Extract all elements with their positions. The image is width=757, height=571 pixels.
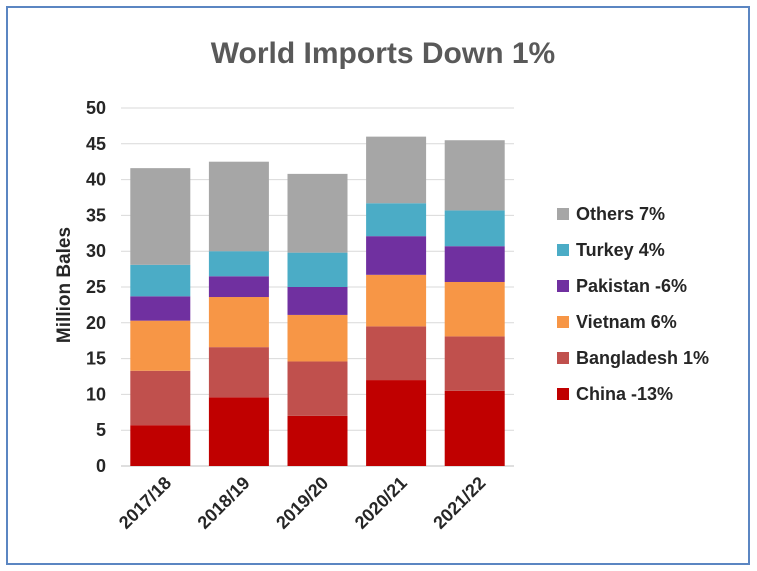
bar-segment: [366, 236, 427, 275]
bar-segment: [208, 251, 269, 277]
bar-segment: [366, 380, 427, 466]
y-tick-label: 0: [96, 456, 106, 476]
legend-label: China -13%: [576, 384, 673, 404]
bar-segment: [208, 276, 269, 298]
bar-segment: [130, 296, 191, 321]
bar-segment: [208, 397, 269, 466]
bar-segment: [287, 361, 348, 416]
chart-title: World Imports Down 1%: [211, 37, 555, 70]
bar-segment: [444, 281, 505, 337]
bar-segment: [366, 203, 427, 237]
legend-swatch: [557, 388, 569, 400]
y-tick-label: 10: [86, 384, 106, 404]
bar-segment: [287, 252, 348, 287]
bar-segment: [130, 370, 191, 426]
bar-segment: [208, 161, 269, 252]
legend-swatch: [557, 280, 569, 292]
bar-segment: [366, 326, 427, 381]
bar-segment: [287, 415, 348, 466]
bar-segment: [208, 297, 269, 348]
x-tick-label: 2018/19: [194, 473, 254, 533]
y-tick-label: 35: [86, 205, 106, 225]
x-tick-label: 2020/21: [351, 473, 411, 533]
bar-segment: [130, 264, 191, 297]
legend-swatch: [557, 244, 569, 256]
y-tick-label: 5: [96, 420, 106, 440]
bar-segment: [287, 287, 348, 315]
bar-segment: [130, 320, 191, 371]
x-tick-label: 2019/20: [272, 473, 332, 533]
bar-segment: [444, 390, 505, 466]
bar-segment: [444, 336, 505, 391]
legend-swatch: [557, 208, 569, 220]
x-tick-label: 2017/18: [115, 473, 175, 533]
x-tick-labels: 2017/18 2018/19 2019/20 2020/21 2021/22: [115, 473, 490, 533]
legend-label: Others 7%: [576, 204, 665, 224]
legend-label: Turkey 4%: [576, 240, 665, 260]
y-tick-label: 50: [86, 98, 106, 118]
y-tick-label: 40: [86, 170, 106, 190]
bar-segment: [444, 210, 505, 247]
bar-segment: [444, 140, 505, 211]
bar-segment: [287, 173, 348, 253]
legend-label: Pakistan -6%: [576, 276, 687, 296]
legend: Others 7% Turkey 4% Pakistan -6% Vietnam 6%…: [557, 204, 709, 404]
bars: [130, 136, 505, 466]
legend-swatch: [557, 316, 569, 328]
bar-segment: [130, 425, 191, 466]
y-axis-label: Million Bales: [54, 227, 75, 343]
legend-label: Vietnam 6%: [576, 312, 677, 332]
bar-segment: [366, 274, 427, 327]
y-tick-label: 30: [86, 241, 106, 261]
y-tick-label: 25: [86, 277, 106, 297]
x-tick-label: 2021/22: [429, 473, 489, 533]
legend-swatch: [557, 352, 569, 364]
y-tick-labels: 0 5 10 15 20 25 30 35 40 45 50: [86, 98, 106, 476]
bar-segment: [444, 246, 505, 282]
bar-segment: [130, 168, 191, 265]
legend-label: Bangladesh 1%: [576, 348, 709, 368]
bar-segment: [287, 314, 348, 362]
y-tick-label: 15: [86, 349, 106, 369]
bar-segment: [366, 136, 427, 204]
bar-segment: [208, 347, 269, 398]
y-tick-label: 45: [86, 134, 106, 154]
y-tick-label: 20: [86, 313, 106, 333]
